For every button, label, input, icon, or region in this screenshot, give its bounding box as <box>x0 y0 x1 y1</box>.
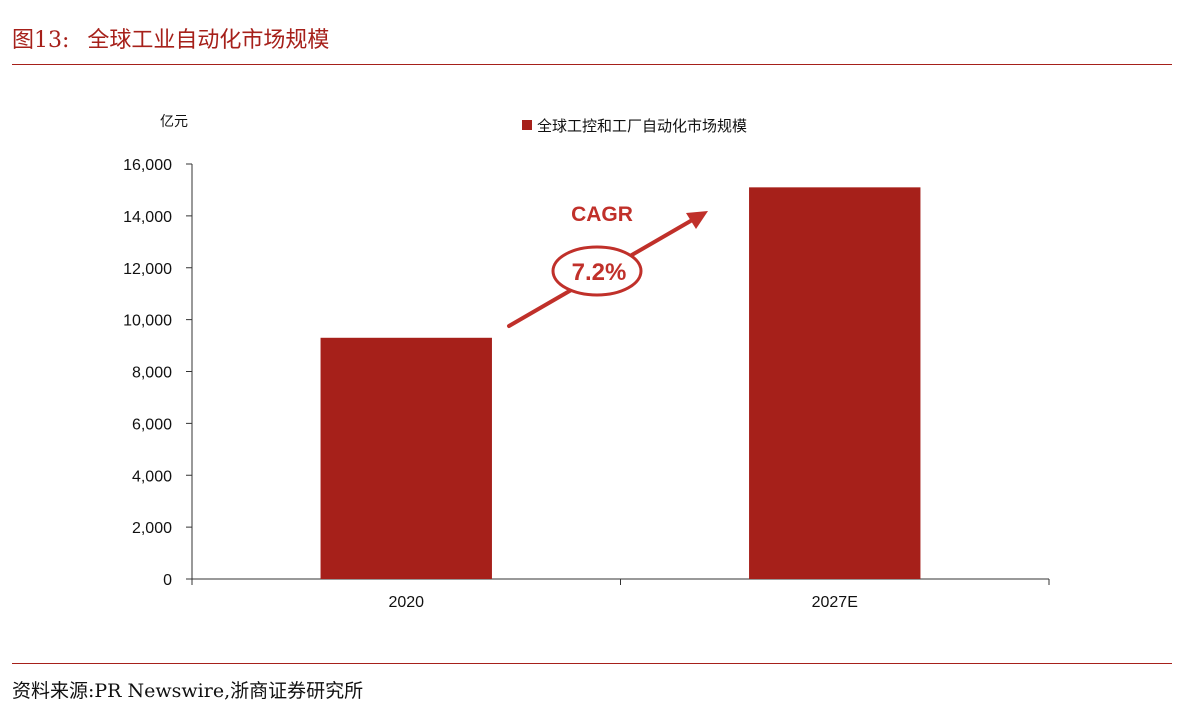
cagr-label: CAGR <box>571 203 633 226</box>
x-tick-label: 2020 <box>388 594 424 611</box>
legend-swatch <box>522 120 532 130</box>
footer-divider <box>12 663 1172 664</box>
cagr-annotation: CAGR 7.2% <box>507 203 708 328</box>
y-tick-label: 0 <box>163 572 172 589</box>
y-axis: 0 2,000 4,000 6,000 8,000 10,000 12,000 14,000 1… <box>123 157 193 589</box>
x-tick-label: 2027E <box>812 594 858 611</box>
y-tick-label: 6,000 <box>132 416 172 433</box>
bar-2020 <box>320 337 492 579</box>
source-note: 资料来源:PR Newswire,浙商证券研究所 <box>12 680 364 702</box>
y-tick-label: 16,000 <box>123 157 172 174</box>
y-tick-label: 2,000 <box>132 520 172 537</box>
cagr-arrow-head <box>686 211 708 229</box>
legend-label: 全球工控和工厂自动化市场规模 <box>537 117 747 135</box>
cagr-ellipse <box>551 245 643 297</box>
title-divider <box>12 64 1172 65</box>
y-tick-label: 8,000 <box>132 365 172 382</box>
y-tick-label: 14,000 <box>123 209 172 226</box>
bar-2027E <box>749 187 921 579</box>
y-tick-label: 4,000 <box>132 468 172 485</box>
figure-title: 图13: 全球工业自动化市场规模 <box>12 22 329 54</box>
y-tick-label: 12,000 <box>123 261 172 278</box>
figure-number: 图13: <box>12 28 70 53</box>
bars <box>320 187 921 579</box>
legend: 全球工控和工厂自动化市场规模 <box>522 117 747 135</box>
y-unit-label: 亿元 <box>160 114 188 130</box>
cagr-value: 7.2% <box>572 259 627 286</box>
figure-title-text: 全球工业自动化市场规模 <box>87 28 330 53</box>
y-tick-label: 10,000 <box>123 313 172 330</box>
x-axis: 2020 2027E <box>191 578 1050 611</box>
